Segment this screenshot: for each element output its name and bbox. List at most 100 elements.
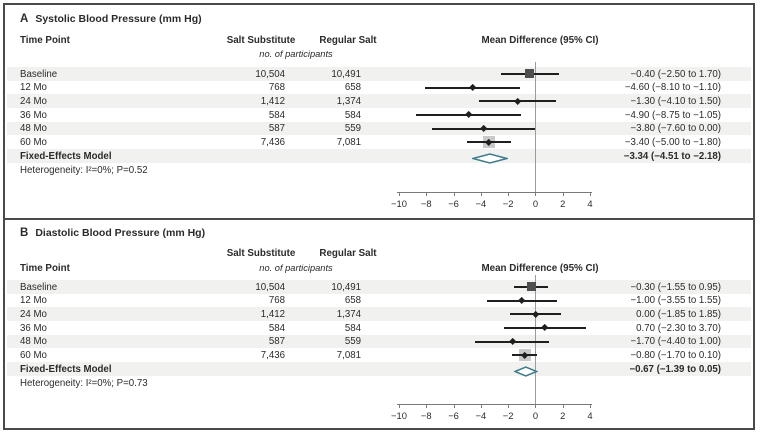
n-participants-group2: 1,374 (336, 95, 361, 107)
x-axis-tick (426, 192, 428, 196)
col-subheader-participants: no. of participants (259, 263, 333, 273)
col-header-regular-salt: Regular Salt (319, 248, 377, 259)
x-axis-tick-label: 2 (560, 410, 566, 421)
panel-systolic: A Systolic Blood Pressure (mm Hg) Time Po… (7, 7, 751, 218)
time-point-label: 36 Mo (20, 109, 47, 121)
zebra-stripe (7, 121, 751, 136)
zebra-stripe (7, 67, 751, 81)
x-axis-tick (590, 192, 591, 196)
n-participants-group1: 584 (268, 109, 285, 121)
time-point-label: 48 Mo (20, 123, 47, 135)
time-point-label: Fixed-Effects Model (20, 150, 112, 162)
time-point-label: 60 Mo (20, 350, 47, 361)
x-axis-tick (480, 404, 482, 408)
panel-b-title-row: B Diastolic Blood Pressure (mm Hg) (20, 227, 205, 239)
ci-text: −0.30 (−1.55 to 0.95) (630, 281, 722, 293)
time-point-label: 24 Mo (20, 308, 47, 320)
x-axis-tick (535, 404, 537, 408)
x-axis-tick (562, 404, 564, 408)
col-header-mean-difference: Mean Difference (95% CI) (481, 35, 599, 46)
x-axis-tick (453, 192, 455, 196)
time-point-label: 24 Mo (20, 95, 47, 107)
x-axis-tick-label: −2 (502, 410, 514, 421)
x-axis-tick (453, 404, 455, 408)
time-point-label: 60 Mo (20, 137, 47, 148)
n-participants-group2: 584 (344, 109, 361, 121)
x-axis-tick (590, 404, 591, 408)
point-estimate-diamond (468, 83, 477, 92)
x-axis-tick (426, 404, 428, 408)
ci-text: −4.60 (−8.10 to −1.10) (624, 82, 721, 94)
ci-text: −4.90 (−8.75 to −1.05) (624, 109, 721, 121)
x-axis-tick-label: −6 (448, 410, 459, 421)
panel-diastolic: B Diastolic Blood Pressure (mm Hg) Salt S… (7, 224, 751, 426)
panel-letter: A (20, 13, 29, 25)
zero-line (535, 275, 537, 404)
n-participants-group2: 658 (344, 295, 361, 307)
col-header-time-point: Time Point (20, 35, 70, 46)
x-axis-tick-label: 0 (532, 410, 539, 421)
n-participants-group2: 1,374 (336, 308, 361, 320)
x-axis-tick-label: −8 (420, 198, 432, 209)
x-axis-tick (508, 404, 510, 408)
n-participants-group1: 1,412 (260, 308, 285, 320)
ci-text: −1.00 (−3.55 to 1.55) (630, 295, 722, 307)
x-axis-tick (508, 192, 510, 196)
summary-diamond (513, 364, 540, 377)
col-header-regular-salt: Regular Salt (319, 35, 377, 46)
zebra-stripe (7, 307, 751, 322)
ci-text: 0.70 (−2.30 to 3.70) (636, 322, 721, 334)
col-header-time-point: Time Point (20, 263, 70, 274)
summary-diamond (469, 151, 510, 164)
point-estimate-square (526, 282, 536, 292)
x-axis-tick-label: −8 (420, 410, 432, 421)
time-point-label: 12 Mo (20, 82, 47, 94)
forest-plot-area: Baseline 10,504 10,491 −0.40 (−2.50 to 1.70… (7, 7, 751, 218)
point-estimate-diamond (517, 296, 526, 305)
x-axis-line (397, 192, 592, 193)
x-axis-tick (562, 192, 564, 196)
col-header-mean-difference: Mean Difference (95% CI) (481, 263, 599, 274)
x-axis-tick-label: −4 (475, 198, 487, 209)
n-participants-group1: 10,504 (255, 68, 285, 80)
ci-text: −1.30 (−4.10 to 1.50) (630, 95, 722, 107)
x-axis-tick (399, 404, 400, 408)
n-participants-group1: 584 (268, 322, 285, 334)
col-subheader-participants: no. of participants (259, 49, 333, 59)
n-participants-group2: 10,491 (331, 68, 361, 80)
point-estimate-square (525, 69, 535, 79)
n-participants-group2: 584 (344, 322, 361, 334)
n-participants-group2: 658 (344, 82, 361, 94)
zebra-stripe (7, 149, 751, 163)
time-point-label: Fixed-Effects Model (20, 363, 112, 375)
ci-text: −0.40 (−2.50 to 1.70) (630, 68, 722, 80)
zebra-stripe (7, 362, 751, 376)
col-header-salt-substitute: Salt Substitute (226, 35, 296, 46)
forest-plot-area: Baseline 10,504 10,491 −0.30 (−1.55 to 0.95… (7, 224, 751, 426)
n-participants-group2: 7,081 (336, 137, 361, 148)
ci-text: −1.70 (−4.40 to 1.00) (630, 336, 722, 348)
point-estimate-diamond (464, 111, 473, 119)
panel-title: Systolic Blood Pressure (mm Hg) (35, 13, 202, 25)
heterogeneity-text: Heterogeneity: I²=0%; P=0.73 (20, 378, 148, 390)
n-participants-group2: 7,081 (336, 350, 361, 361)
x-axis-tick-label: −10 (391, 198, 407, 209)
n-participants-group2: 559 (344, 336, 361, 348)
x-axis-tick-label: 0 (532, 198, 539, 209)
n-participants-group1: 1,412 (260, 95, 285, 107)
panel-letter: B (20, 227, 29, 239)
time-point-label: 48 Mo (20, 336, 47, 348)
x-axis-tick-label: −10 (391, 410, 407, 421)
zero-line (535, 62, 537, 192)
x-axis-tick (535, 192, 537, 196)
n-participants-group1: 7,436 (260, 350, 285, 361)
ci-text: −3.34 (−4.51 to −2.18) (623, 150, 721, 162)
x-axis-tick (399, 192, 400, 196)
n-participants-group2: 559 (344, 123, 361, 135)
zebra-stripe (7, 94, 751, 109)
col-header-salt-substitute: Salt Substitute (226, 248, 296, 259)
n-participants-group1: 768 (268, 82, 285, 94)
n-participants-group1: 587 (268, 336, 285, 348)
time-point-label: 12 Mo (20, 295, 47, 307)
ci-text: −0.67 (−1.39 to 0.05) (629, 363, 721, 375)
